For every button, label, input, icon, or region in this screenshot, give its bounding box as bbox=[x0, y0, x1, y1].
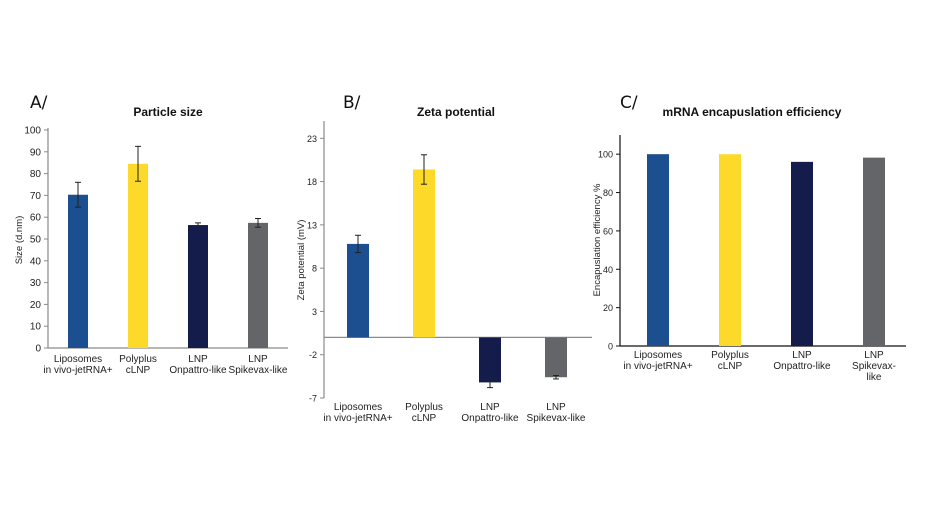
bar bbox=[188, 225, 208, 348]
bar bbox=[647, 154, 669, 346]
x-category-label: cLNP bbox=[718, 361, 743, 372]
bar bbox=[545, 337, 567, 378]
y-tick-label: 100 bbox=[598, 150, 613, 160]
x-category-label: LNP bbox=[864, 350, 884, 361]
x-category-label: in vivo-jetRNA+ bbox=[323, 413, 392, 424]
panel-encapsulation-efficiency: C/mRNA encapuslation efficiency 0 20 40 60 80… bbox=[592, 93, 906, 383]
y-tick-label: -2 bbox=[309, 350, 317, 360]
x-category-label: like bbox=[866, 372, 881, 383]
panel-label: B/ bbox=[343, 93, 361, 113]
y-tick-label: 0 bbox=[608, 342, 613, 352]
x-category-label: Polyplus bbox=[711, 350, 749, 361]
y-tick-label: 90 bbox=[30, 147, 42, 158]
y-tick-label: 20 bbox=[30, 300, 42, 311]
panel-label: A/ bbox=[30, 93, 48, 113]
x-category-label: Polyplus bbox=[119, 354, 157, 365]
x-category-label: LNP bbox=[248, 354, 268, 365]
y-tick-label: 0 bbox=[35, 344, 41, 355]
x-category-label: in vivo-jetRNA+ bbox=[623, 361, 692, 372]
x-category-label: cLNP bbox=[412, 413, 437, 424]
y-tick-label: 23 bbox=[307, 134, 317, 144]
bar bbox=[68, 194, 88, 348]
x-category-label: Spikevax-like bbox=[527, 413, 586, 424]
x-category-label: Spikevax- bbox=[852, 361, 896, 372]
bar bbox=[248, 222, 268, 348]
y-tick-label: 40 bbox=[30, 256, 42, 267]
y-tick-label: 13 bbox=[307, 220, 317, 230]
y-tick-label: 20 bbox=[603, 303, 613, 313]
y-tick-label: 3 bbox=[312, 307, 317, 317]
bar bbox=[719, 154, 741, 346]
x-category-label: Polyplus bbox=[405, 402, 443, 413]
y-axis-label: Zeta potential (mV) bbox=[296, 220, 307, 301]
y-tick-label: 18 bbox=[307, 177, 317, 187]
y-tick-label: 80 bbox=[30, 169, 42, 180]
x-category-label: Liposomes bbox=[54, 354, 102, 365]
y-axis-label: Encapuslation efficiency % bbox=[592, 183, 603, 296]
bar bbox=[863, 157, 885, 346]
y-tick-label: 10 bbox=[30, 322, 42, 333]
y-tick-label: 60 bbox=[603, 226, 613, 236]
x-category-label: Onpattro-like bbox=[773, 361, 831, 372]
panel-zeta-potential: B/Zeta potential -7 -2 3 8 13 18 23 Zeta potenti… bbox=[296, 93, 592, 424]
x-category-label: Onpattro-like bbox=[169, 365, 227, 376]
bar bbox=[128, 163, 148, 348]
bar bbox=[791, 161, 813, 346]
y-tick-label: -7 bbox=[309, 394, 317, 404]
chart-title: Particle size bbox=[133, 105, 203, 119]
y-tick-label: 40 bbox=[603, 265, 613, 275]
y-tick-label: 30 bbox=[30, 278, 42, 289]
bar bbox=[479, 337, 501, 383]
y-tick-label: 8 bbox=[312, 264, 317, 274]
panel-particle-size: A/Particle size 0 10 20 30 40 50 60 70 80 90 100 Siz… bbox=[14, 93, 288, 376]
x-category-label: Liposomes bbox=[334, 402, 382, 413]
x-category-label: LNP bbox=[546, 402, 566, 413]
x-category-label: LNP bbox=[792, 350, 812, 361]
bar bbox=[413, 169, 435, 338]
chart-title: mRNA encapuslation efficiency bbox=[663, 105, 842, 119]
x-category-label: LNP bbox=[480, 402, 500, 413]
y-axis-label: Size (d.nm) bbox=[14, 216, 25, 265]
y-tick-label: 100 bbox=[24, 126, 41, 137]
x-category-label: Onpattro-like bbox=[461, 413, 519, 424]
chart-title: Zeta potential bbox=[417, 105, 495, 119]
bar bbox=[347, 243, 369, 338]
x-category-label: Liposomes bbox=[634, 350, 682, 361]
x-category-label: LNP bbox=[188, 354, 208, 365]
x-category-label: cLNP bbox=[126, 365, 151, 376]
x-category-label: in vivo-jetRNA+ bbox=[43, 365, 112, 376]
x-category-label: Spikevax-like bbox=[229, 365, 288, 376]
panel-label: C/ bbox=[620, 93, 638, 113]
y-tick-label: 60 bbox=[30, 213, 42, 224]
y-tick-label: 70 bbox=[30, 191, 42, 202]
y-tick-label: 50 bbox=[30, 235, 42, 246]
y-tick-label: 80 bbox=[603, 188, 613, 198]
